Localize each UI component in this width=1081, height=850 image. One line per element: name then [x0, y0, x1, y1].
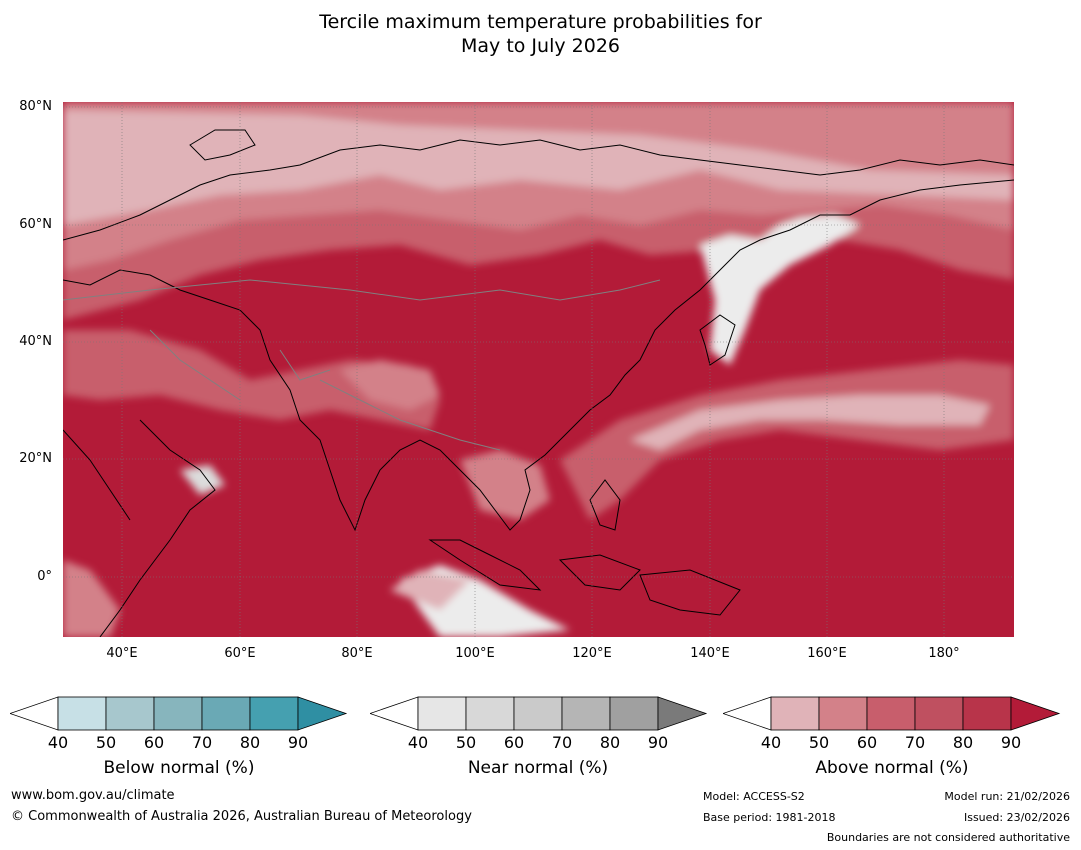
colorbar-segment [914, 696, 964, 731]
graticule [63, 102, 1014, 637]
colorbar-segment [249, 696, 299, 731]
footer-url[interactable]: www.bom.gov.au/climate [11, 788, 175, 803]
colorbar-arrow-high [297, 696, 348, 731]
colorbar-tick-label: 70 [551, 733, 573, 752]
colorbar-segment [770, 696, 820, 731]
field-above-50-pacific [630, 395, 990, 450]
colorbar-tick-label: 90 [1000, 733, 1022, 752]
lat-label: 40°N [19, 334, 52, 349]
lon-label: 60°E [224, 646, 256, 661]
colorbar-segment [513, 696, 563, 731]
colorbar-segment [417, 696, 467, 731]
field-near-north [700, 215, 860, 365]
lat-label: 20°N [19, 451, 52, 466]
colorbar-tick-label: 40 [407, 733, 429, 752]
lon-label: 40°E [106, 646, 138, 661]
field-above-70-asia [63, 330, 440, 430]
map-field [63, 102, 1014, 637]
lon-label: 80°E [341, 646, 373, 661]
colorbar-below-normal [10, 696, 348, 731]
colorbar-arrow-low [723, 696, 772, 731]
colorbar-below-label: Below normal (%) [103, 758, 255, 778]
footer-base-period: Base period: 1981-2018 [703, 811, 836, 824]
colorbar-near-normal [370, 696, 708, 731]
colorbar-segment [201, 696, 251, 731]
lon-label: 120°E [572, 646, 612, 661]
colorbar-tick-label: 40 [47, 733, 69, 752]
footer-issued: Issued: 23/02/2026 [963, 811, 1070, 824]
lon-label: 180° [928, 646, 960, 661]
colorbar-arrow-high [657, 696, 708, 731]
colorbar-segment [465, 696, 515, 731]
colorbar-segment [866, 696, 916, 731]
footer-model: Model: ACCESS-S2 [703, 790, 805, 803]
field-above-60-tibet [340, 360, 440, 410]
colorbar-segment [818, 696, 868, 731]
colorbar-segment [105, 696, 155, 731]
country-borders [63, 279, 661, 451]
map-title: Tercile maximum temperature probabilitie… [0, 10, 1081, 58]
colorbar-tick-label: 60 [503, 733, 525, 752]
colorbar-tick-label: 50 [808, 733, 830, 752]
map-title-line2: May to July 2026 [461, 35, 620, 57]
footer-model-run: Model run: 21/02/2026 [944, 790, 1070, 803]
lat-label: 0° [37, 569, 52, 584]
colorbar-tick-label: 60 [143, 733, 165, 752]
colorbar-arrow-high [1010, 696, 1061, 731]
footer-copyright: © Commonwealth of Australia 2026, Austra… [11, 809, 472, 824]
colorbar-segment [153, 696, 203, 731]
colorbar-near-label: Near normal (%) [467, 758, 609, 778]
colorbar-arrow-low [10, 696, 59, 731]
lon-label: 160°E [807, 646, 847, 661]
lon-label: 140°E [690, 646, 730, 661]
footer-boundaries: Boundaries are not considered authoritat… [826, 831, 1070, 844]
colorbar-above-normal [723, 696, 1061, 731]
coastlines [63, 129, 1014, 637]
lat-label: 80°N [19, 99, 52, 114]
field-above-50-north [63, 110, 1014, 225]
map-title-line1: Tercile maximum temperature probabilitie… [319, 11, 762, 33]
colorbar-tick-label: 90 [287, 733, 309, 752]
colorbar-segment [962, 696, 1012, 731]
colorbar-arrow-low [370, 696, 419, 731]
colorbar-tick-label: 50 [455, 733, 477, 752]
colorbar-tick-label: 60 [856, 733, 878, 752]
colorbar-tick-label: 80 [599, 733, 621, 752]
field-near-africa [180, 465, 225, 495]
lat-label: 60°N [19, 217, 52, 232]
colorbar-tick-label: 50 [95, 733, 117, 752]
field-above-60-africa [63, 560, 120, 637]
colorbar-above-label: Above normal (%) [815, 758, 969, 778]
colorbar-tick-label: 90 [647, 733, 669, 752]
colorbar-tick-label: 80 [239, 733, 261, 752]
field-above-50-indian [390, 570, 470, 610]
colorbar-segment [57, 696, 107, 731]
colorbar-tick-label: 80 [952, 733, 974, 752]
colorbar-segment [609, 696, 659, 731]
colorbar-tick-label: 70 [191, 733, 213, 752]
colorbar-tick-label: 40 [760, 733, 782, 752]
colorbar-tick-label: 70 [904, 733, 926, 752]
lon-label: 100°E [455, 646, 495, 661]
probability-map [63, 102, 1014, 637]
colorbar-segment [561, 696, 611, 731]
